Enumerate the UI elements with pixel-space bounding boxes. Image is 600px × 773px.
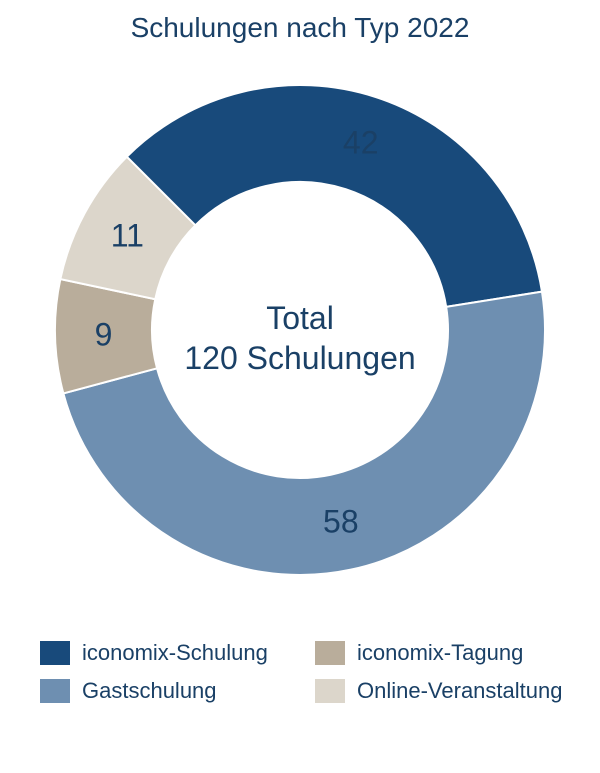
legend-swatch-online bbox=[315, 679, 345, 703]
chart-legend: iconomix-Schulung iconomix-Tagung Gastschu… bbox=[40, 640, 560, 704]
slice-iconomix bbox=[127, 85, 542, 307]
slice-label-iconomix: 42 bbox=[343, 125, 379, 162]
slice-label-gastschulung: 58 bbox=[323, 504, 359, 541]
slice-label-online: 11 bbox=[111, 218, 144, 255]
legend-label-gastschulung: Gastschulung bbox=[82, 678, 217, 704]
center-line-1: Total bbox=[0, 298, 600, 338]
legend-item-iconomix: iconomix-Schulung bbox=[40, 640, 285, 666]
legend-label-iconomix: iconomix-Schulung bbox=[82, 640, 268, 666]
legend-label-tagung: iconomix-Tagung bbox=[357, 640, 523, 666]
legend-label-online: Online-Veranstaltung bbox=[357, 678, 562, 704]
legend-item-online: Online-Veranstaltung bbox=[315, 678, 560, 704]
legend-item-gastschulung: Gastschulung bbox=[40, 678, 285, 704]
legend-item-tagung: iconomix-Tagung bbox=[315, 640, 560, 666]
chart-title: Schulungen nach Typ 2022 bbox=[0, 12, 600, 44]
legend-swatch-tagung bbox=[315, 641, 345, 665]
donut-chart-container: Schulungen nach Typ 2022 Total 120 Schul… bbox=[0, 0, 600, 773]
legend-swatch-gastschulung bbox=[40, 679, 70, 703]
center-line-2: 120 Schulungen bbox=[0, 338, 600, 378]
chart-center-label: Total 120 Schulungen bbox=[0, 298, 600, 378]
legend-swatch-iconomix bbox=[40, 641, 70, 665]
slice-label-tagung: 9 bbox=[95, 317, 113, 354]
